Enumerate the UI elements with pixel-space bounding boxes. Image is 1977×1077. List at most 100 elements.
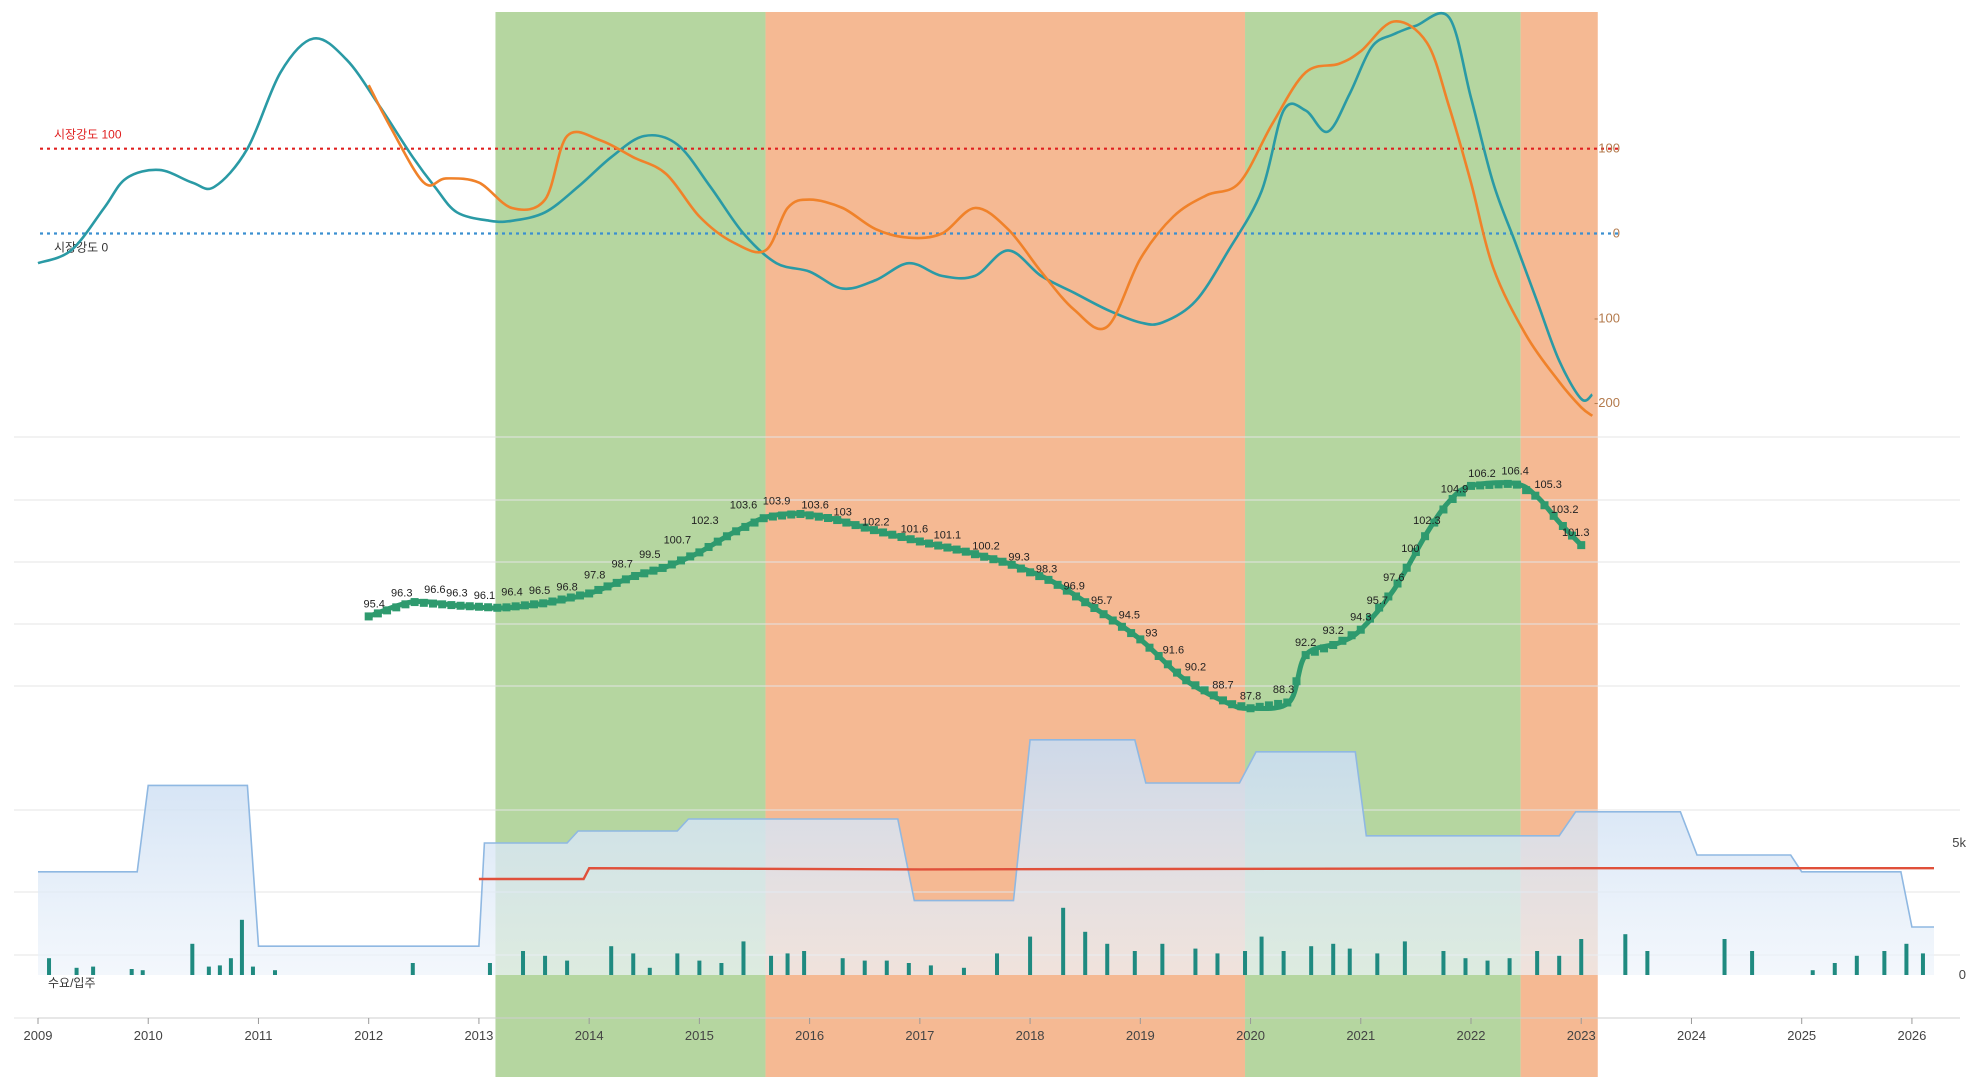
price-index-label-27: 91.6 (1163, 644, 1184, 656)
price-index-marker (1457, 488, 1466, 497)
price-index-marker (961, 547, 970, 556)
price-index-label-39: 104.9 (1441, 484, 1469, 496)
supply-bar (1331, 943, 1336, 975)
supply-bar (129, 969, 134, 975)
price-index-marker (1485, 480, 1494, 489)
price-index-marker (484, 603, 493, 612)
x-tick-label-5: 2014 (575, 1028, 604, 1043)
supply-bar (785, 953, 790, 975)
price-index-marker (1467, 481, 1476, 490)
price-index-marker (373, 609, 382, 618)
price-index-marker (869, 526, 878, 535)
price-index-marker (1191, 681, 1200, 690)
price-index-label-34: 94.3 (1350, 612, 1371, 624)
supply-bar (1750, 951, 1755, 975)
price-index-label-5: 96.4 (501, 586, 522, 598)
supply-tick-0: 5k (1952, 835, 1966, 850)
strength-tick-2: -100 (1594, 310, 1620, 325)
price-index-label-31: 88.3 (1273, 684, 1294, 696)
price-index-marker (1384, 592, 1393, 601)
price-index-marker (970, 550, 979, 559)
price-index-marker (1062, 586, 1071, 595)
supply-bar (719, 963, 724, 975)
supply-tick-1: 0 (1959, 967, 1966, 982)
supply-bar (140, 970, 145, 975)
price-index-marker (732, 527, 741, 536)
price-index-marker (438, 600, 447, 609)
price-index-marker (631, 572, 640, 581)
price-index-label-12: 102.3 (691, 515, 719, 527)
price-index-marker (989, 555, 998, 564)
supply-bar (1347, 948, 1352, 975)
price-index-marker (1577, 541, 1586, 550)
price-index-label-38: 102.3 (1413, 515, 1441, 527)
price-index-marker (1145, 643, 1154, 652)
x-axis: 2009 2010 2011 2012 2013 2014 2015 2016 2017 2018… (24, 1017, 1960, 1043)
price-index-label-7: 96.8 (556, 582, 577, 594)
price-index-marker (1347, 631, 1356, 640)
price-index-marker (612, 578, 621, 587)
price-index-label-10: 99.5 (639, 549, 660, 561)
price-index-label-37: 100 (1401, 543, 1419, 555)
price-index-marker (1375, 603, 1384, 612)
price-index-marker (1540, 501, 1549, 510)
supply-bar (1132, 951, 1137, 975)
supply-bar (769, 955, 774, 975)
price-index-marker (925, 539, 934, 548)
x-tick-label-2: 2011 (244, 1028, 272, 1043)
price-index-label-8: 97.8 (584, 569, 605, 581)
supply-bar (609, 946, 614, 975)
price-index-marker (704, 543, 713, 552)
supply-bar (410, 963, 415, 975)
supply-bar (74, 967, 79, 975)
price-index-label-33: 93.2 (1323, 625, 1344, 637)
supply-bar (1105, 943, 1110, 975)
supply-bar (1832, 963, 1837, 975)
x-tick-label-8: 2017 (905, 1028, 934, 1043)
supply-bar (1243, 951, 1248, 975)
supply-bar (487, 963, 492, 975)
price-index-marker (594, 585, 603, 594)
supply-bar (91, 966, 96, 975)
price-index-label-15: 103.6 (801, 499, 829, 511)
price-index-marker (419, 598, 428, 607)
price-index-marker (575, 591, 584, 600)
price-index-marker (1338, 636, 1347, 645)
price-index-label-0: 95.4 (363, 598, 384, 610)
price-index-marker (879, 528, 888, 537)
price-index-marker (1218, 696, 1227, 705)
supply-bar (228, 958, 233, 975)
supply-bar (1281, 951, 1286, 975)
price-index-label-4: 96.1 (474, 590, 495, 602)
price-index-marker (566, 593, 575, 602)
supply-bar (217, 965, 222, 975)
strength-series-1 (367, 20, 1594, 417)
price-index-marker (833, 516, 842, 525)
supply-bar (1810, 970, 1815, 975)
price-index-label-19: 101.1 (934, 530, 962, 542)
supply-bar (1215, 953, 1220, 975)
price-index-marker (1081, 598, 1090, 607)
price-index-marker (539, 599, 548, 608)
price-index-marker (428, 599, 437, 608)
reference-label-1: 시장강도 0 (54, 240, 108, 254)
price-index-marker (1127, 629, 1136, 638)
price-index-marker (1310, 647, 1319, 656)
supply-bar (995, 953, 1000, 975)
price-index-label-44: 101.3 (1562, 527, 1590, 539)
supply-bar (906, 963, 911, 975)
supply-bar (1028, 936, 1033, 975)
phase-backgrounds (495, 12, 1598, 1077)
supply-bar (1535, 951, 1540, 975)
supply-bar (521, 951, 526, 975)
price-index-marker (805, 511, 814, 520)
price-index-marker (1108, 616, 1117, 625)
price-index-marker (557, 595, 566, 604)
price-index-label-18: 101.6 (901, 524, 929, 536)
x-tick-label-13: 2022 (1457, 1028, 1486, 1043)
price-index-marker (1209, 691, 1218, 700)
x-tick-label-15: 2024 (1677, 1028, 1706, 1043)
x-tick-label-7: 2016 (795, 1028, 824, 1043)
price-index-marker (1356, 625, 1365, 634)
price-index-marker (1117, 622, 1126, 631)
